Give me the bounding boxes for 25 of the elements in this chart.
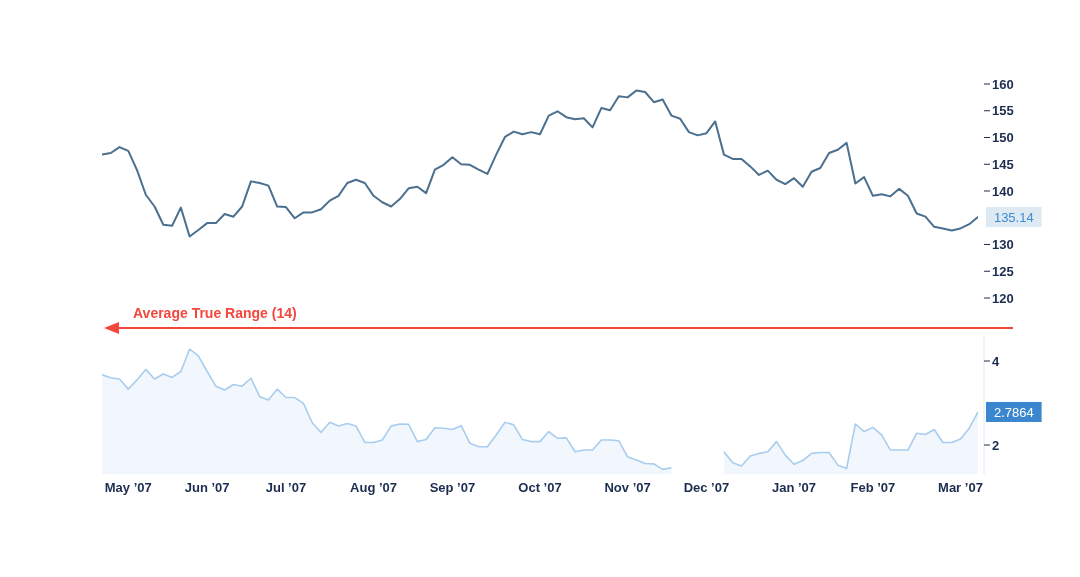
data-label: 135.14 (993, 209, 1034, 225)
line-series (102, 89, 978, 238)
x-tick-label: Jun ’07 (184, 479, 230, 495)
x-tick-label: Jul ’07 (265, 479, 307, 495)
y-tick-label: 155 (992, 103, 1014, 119)
y-tick-label: 145 (992, 156, 1014, 172)
y-tick-label: 140 (992, 183, 1014, 199)
y-tick-label: 130 (992, 237, 1014, 253)
text: Average True Range (14) (133, 305, 297, 321)
y-tick-label: 2 (992, 437, 1000, 453)
y-tick-label: 120 (992, 290, 1014, 306)
x-tick-label: Dec ’07 (683, 479, 730, 495)
x-tick-label: Oct ’07 (518, 479, 562, 495)
data-label: 2.7864 (993, 404, 1034, 420)
x-tick-label: Jan ’07 (771, 479, 817, 495)
y-tick-label: 125 (992, 263, 1014, 279)
x-tick-label: Aug ’07 (350, 479, 398, 495)
x-tick-label: May ’07 (104, 479, 152, 495)
x-tick-label: Nov ’07 (604, 479, 651, 495)
y-tick-label: 150 (992, 130, 1014, 146)
x-tick-label: Mar ’07 (938, 479, 983, 495)
y-tick-label: 4 (992, 353, 1000, 369)
x-tick-label: Sep ’07 (429, 479, 476, 495)
y-tick-label: 160 (992, 76, 1014, 92)
x-tick-label: Feb ’07 (850, 479, 896, 495)
